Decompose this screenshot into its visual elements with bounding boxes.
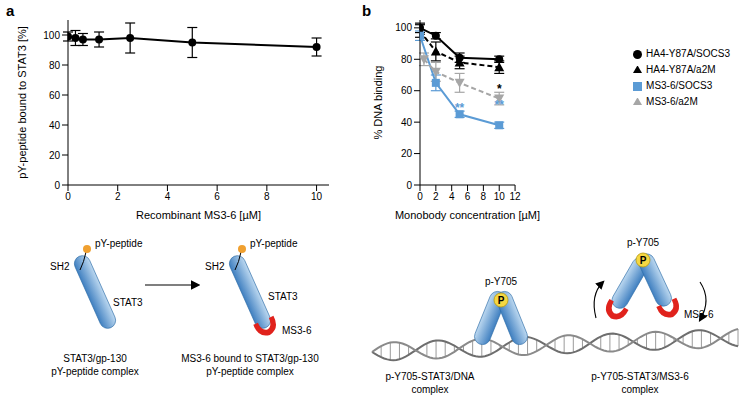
- svg-text:SH2: SH2: [50, 261, 70, 272]
- svg-text:10: 10: [311, 191, 323, 202]
- svg-text:Monobody concentration [µM]: Monobody concentration [µM]: [395, 209, 540, 221]
- svg-text:pY-peptide complex: pY-peptide complex: [206, 366, 293, 377]
- svg-text:0: 0: [417, 191, 423, 202]
- svg-text:complex: complex: [621, 384, 658, 395]
- svg-text:40: 40: [49, 120, 61, 131]
- svg-text:4: 4: [449, 191, 455, 202]
- svg-text:pY-peptide: pY-peptide: [250, 238, 298, 249]
- svg-text:80: 80: [49, 60, 61, 71]
- svg-text:6: 6: [214, 191, 220, 202]
- svg-text:p-Y705-STAT3/DNA: p-Y705-STAT3/DNA: [385, 371, 474, 382]
- svg-text:% DNA binding: % DNA binding: [372, 66, 384, 140]
- html-text:a: a: [6, 2, 15, 19]
- svg-text:*: *: [497, 82, 502, 96]
- svg-text:SH2: SH2: [205, 261, 225, 272]
- svg-text:p-Y705: p-Y705: [627, 237, 660, 248]
- svg-text:pY-peptide complex: pY-peptide complex: [51, 366, 138, 377]
- svg-text:P: P: [640, 255, 647, 266]
- svg-text:**: **: [495, 98, 505, 112]
- svg-text:P: P: [498, 295, 505, 306]
- svg-text:p-Y705: p-Y705: [485, 276, 518, 287]
- svg-text:MS3-6: MS3-6: [282, 325, 312, 336]
- svg-text:12: 12: [510, 191, 522, 202]
- html-text:MS3-6/SOCS3: MS3-6/SOCS3: [646, 80, 713, 91]
- svg-text:p-Y705-STAT3/MS3-6: p-Y705-STAT3/MS3-6: [591, 371, 689, 382]
- svg-text:0: 0: [65, 191, 71, 202]
- svg-text:40: 40: [401, 117, 413, 128]
- svg-text:20: 20: [49, 150, 61, 161]
- svg-text:2: 2: [433, 191, 439, 202]
- svg-text:MS3-6: MS3-6: [684, 309, 714, 320]
- svg-text:0: 0: [54, 180, 60, 191]
- svg-text:100: 100: [43, 30, 60, 41]
- svg-text:100: 100: [395, 22, 412, 33]
- svg-text:8: 8: [264, 191, 270, 202]
- svg-text:**: **: [455, 101, 465, 115]
- html-text:b: b: [362, 2, 372, 19]
- svg-text:8: 8: [481, 191, 487, 202]
- svg-text:pY-peptide bound to STAT3 [%]: pY-peptide bound to STAT3 [%]: [16, 26, 28, 179]
- svg-text:Recombinant MS3-6 [µM]: Recombinant MS3-6 [µM]: [136, 209, 261, 221]
- svg-text:STAT3/gp-130: STAT3/gp-130: [63, 353, 127, 364]
- svg-text:complex: complex: [411, 384, 448, 395]
- html-text:HA4-Y87A/a2M: HA4-Y87A/a2M: [646, 64, 716, 75]
- html-text:MS3-6/a2M: MS3-6/a2M: [646, 96, 698, 107]
- svg-text:80: 80: [401, 54, 413, 65]
- svg-text:6: 6: [465, 191, 471, 202]
- svg-text:4: 4: [165, 191, 171, 202]
- html-text:HA4-Y87A/SOCS3: HA4-Y87A/SOCS3: [646, 48, 730, 59]
- svg-text:2: 2: [115, 191, 121, 202]
- svg-text:60: 60: [49, 90, 61, 101]
- svg-text:0: 0: [406, 180, 412, 191]
- svg-text:20: 20: [401, 148, 413, 159]
- svg-text:STAT3: STAT3: [113, 297, 143, 308]
- svg-text:STAT3: STAT3: [268, 291, 298, 302]
- svg-text:10: 10: [494, 191, 506, 202]
- svg-text:MS3-6 bound to STAT3/gp-130: MS3-6 bound to STAT3/gp-130: [181, 353, 319, 364]
- svg-text:60: 60: [401, 85, 413, 96]
- svg-text:pY-peptide: pY-peptide: [95, 238, 143, 249]
